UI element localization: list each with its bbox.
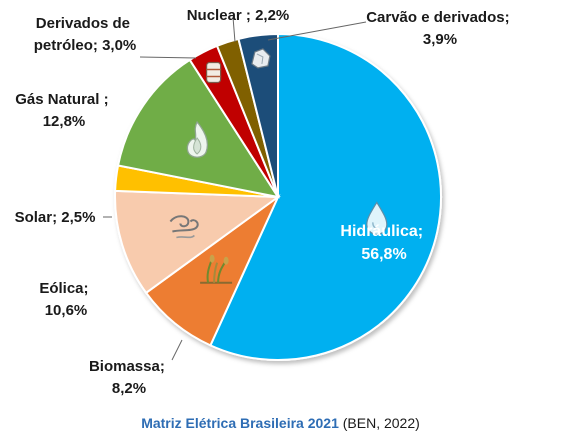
- water-drop-icon: [366, 201, 388, 235]
- label-biomassa: Biomassa; 8,2%: [89, 358, 169, 397]
- pie-slice-eolica: [114, 189, 281, 295]
- oil-barrel-icon: [206, 61, 222, 84]
- label-derivados-petroleo: Derivados de petróleo; 3,0%: [34, 15, 137, 54]
- leader-line-carvao: [267, 21, 367, 41]
- pie-slice-carvao-e-derivados: [237, 32, 279, 198]
- leader-line-nuclear: [232, 16, 236, 43]
- pie-slices: [114, 32, 442, 361]
- caption-title: Matriz Elétrica Brasileira 2021: [141, 415, 339, 431]
- label-hidraulica: Hidráulica; 56,8%: [340, 223, 427, 263]
- chart-caption: Matriz Elétrica Brasileira 2021 (BEN, 20…: [0, 415, 561, 431]
- coal-icon: [251, 48, 271, 69]
- gas-flame-icon: [186, 120, 209, 158]
- label-carvao: Carvão e derivados; 3,9%: [366, 9, 514, 48]
- wind-icon: [169, 215, 199, 239]
- label-nuclear: Nuclear ; 2,2%: [187, 7, 290, 24]
- leader-lines: [103, 16, 367, 361]
- slice-icons: [169, 48, 388, 284]
- biomass-plant-icon: [200, 254, 233, 284]
- pie-chart: Hidráulica; 56,8% Biomassa; 8,2% Eólica;…: [15, 7, 514, 397]
- label-eolica: Eólica; 10,6%: [39, 280, 92, 319]
- label-gas-natural: Gás Natural ; 12,8%: [15, 91, 113, 130]
- label-solar: Solar; 2,5%: [15, 209, 96, 226]
- leader-line-petroleo: [139, 56, 197, 59]
- leader-line-biomassa: [171, 339, 183, 361]
- caption-source: (BEN, 2022): [338, 415, 420, 431]
- pie-slice-hidraulica: [209, 32, 442, 361]
